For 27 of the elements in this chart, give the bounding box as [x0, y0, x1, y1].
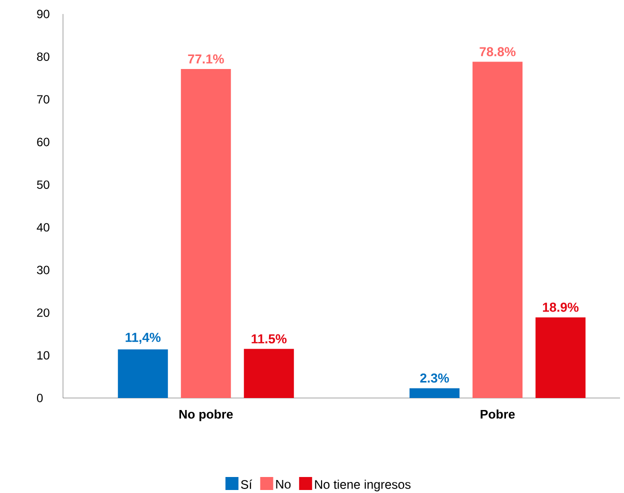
y-tick-label: 20	[37, 308, 50, 317]
data-label: 78.8%	[480, 47, 516, 56]
y-tick-label: 40	[36, 223, 50, 232]
y-tick-label: 60	[37, 138, 50, 146]
data-label: 18.9%	[542, 302, 579, 312]
bar	[472, 62, 523, 398]
data-label: 11.5%	[252, 334, 287, 344]
bar	[244, 348, 294, 398]
bar	[536, 317, 586, 398]
bar	[410, 388, 460, 398]
data-label: 77.1%	[188, 54, 224, 64]
y-tick-label: 0	[36, 394, 43, 402]
x-tick-label: Pobre	[480, 410, 515, 419]
y-tick-label: 50	[37, 180, 50, 189]
data-label: 2.3%	[420, 373, 449, 383]
y-tick-label: 70	[37, 95, 50, 104]
bar	[118, 349, 168, 398]
x-tick-label: No pobre	[179, 410, 233, 422]
data-label: 11,4%	[126, 332, 161, 344]
y-tick-label: 90	[37, 10, 50, 18]
y-tick-label: 80	[37, 52, 50, 61]
legend-label: No tiene ingresos	[315, 480, 411, 492]
y-tick-label: 30	[36, 266, 50, 274]
legend-label: Sí	[241, 480, 252, 489]
y-tick-label: 10	[37, 351, 50, 360]
legend-label: No	[276, 480, 291, 489]
bar	[180, 69, 231, 398]
